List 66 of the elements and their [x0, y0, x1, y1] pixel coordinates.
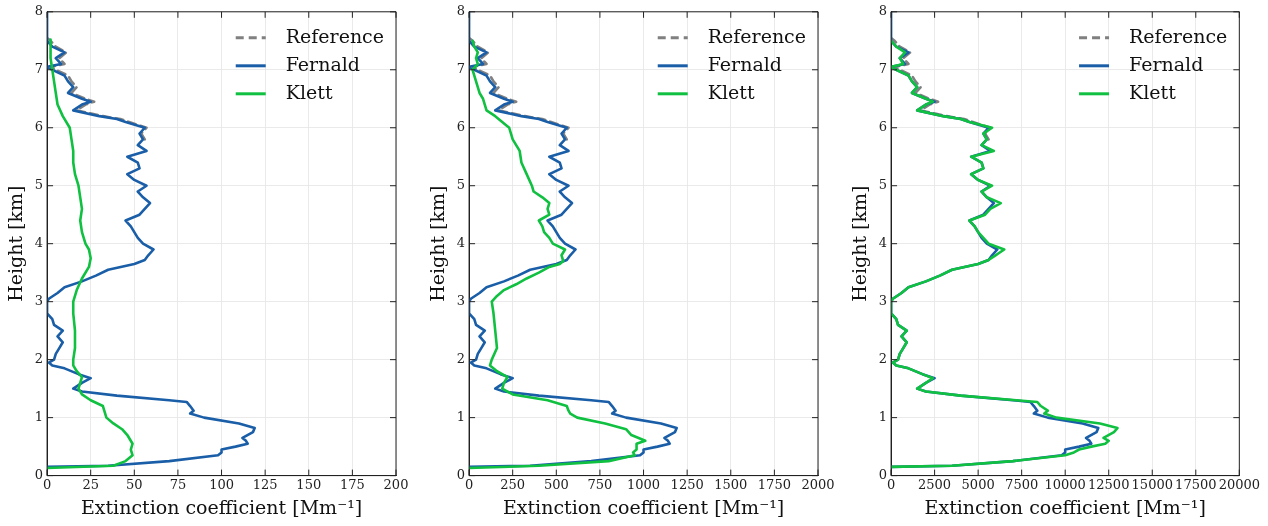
legend-label: Klett — [285, 80, 333, 103]
x-tick-label: 200 — [383, 476, 409, 492]
y-axis-title: Height [km] — [4, 185, 27, 302]
x-tick-label: 2000 — [801, 476, 835, 492]
y-tick-label: 8 — [34, 3, 44, 19]
legend-label: Reference — [285, 24, 385, 47]
legend-label: Reference — [1129, 24, 1228, 47]
x-axis-title: Extinction coefficient [Mm⁻¹] — [924, 495, 1206, 518]
x-tick-label: 7500 — [1005, 476, 1039, 492]
legend-label: Fernald — [285, 52, 361, 75]
x-tick-label: 1250 — [670, 476, 704, 492]
x-tick-label: 125 — [252, 476, 278, 492]
y-tick-label: 1 — [878, 409, 888, 424]
legend-label: Fernald — [1129, 52, 1204, 75]
y-tick-label: 8 — [878, 3, 888, 19]
y-tick-label: 3 — [878, 293, 888, 309]
x-tick-label: 250 — [500, 476, 526, 492]
x-tick-label: 10000 — [1044, 476, 1086, 492]
y-tick-label: 5 — [878, 177, 888, 193]
y-tick-label: 2 — [34, 351, 44, 367]
y-tick-label: 1 — [456, 409, 466, 424]
y-tick-label: 2 — [456, 351, 466, 367]
x-tick-label: 5000 — [961, 476, 995, 492]
y-tick-label: 0 — [34, 466, 44, 482]
y-tick-label: 5 — [34, 177, 44, 193]
y-tick-label: 7 — [878, 61, 888, 77]
x-axis-title: Extinction coefficient [Mm⁻¹] — [80, 495, 363, 518]
y-tick-label: 1 — [34, 409, 44, 424]
y-tick-label: 6 — [456, 119, 466, 135]
x-tick-label: 1750 — [757, 476, 791, 492]
x-tick-label: 1000 — [626, 476, 661, 492]
x-tick-label: 1500 — [714, 476, 748, 492]
x-tick-label: 500 — [543, 476, 569, 492]
y-tick-label: 3 — [456, 293, 466, 309]
x-tick-label: 750 — [587, 476, 613, 492]
y-tick-label: 5 — [456, 177, 466, 193]
x-tick-label: 2500 — [918, 476, 952, 492]
y-tick-label: 8 — [456, 3, 466, 19]
y-tick-label: 3 — [34, 293, 44, 309]
y-axis-title: Height [km] — [426, 185, 449, 302]
x-tick-label: 25 — [82, 476, 99, 492]
x-tick-label: 12500 — [1088, 476, 1130, 492]
legend-label: Klett — [707, 80, 755, 103]
y-tick-label: 7 — [456, 61, 466, 77]
x-tick-label: 150 — [296, 476, 322, 492]
x-tick-label: 100 — [209, 476, 234, 492]
y-tick-label: 4 — [34, 235, 44, 251]
y-tick-label: 6 — [878, 119, 888, 135]
y-tick-label: 0 — [456, 466, 466, 482]
legend-label: Reference — [707, 24, 807, 47]
x-tick-label: 50 — [126, 476, 143, 492]
x-tick-label: 75 — [169, 476, 187, 492]
y-tick-label: 6 — [34, 119, 44, 135]
x-tick-label: 175 — [339, 476, 365, 492]
y-tick-label: 4 — [878, 235, 888, 251]
y-tick-label: 7 — [34, 61, 44, 77]
y-tick-label: 4 — [456, 235, 466, 251]
legend-label: Fernald — [707, 52, 783, 75]
x-tick-label: 20000 — [1218, 476, 1260, 492]
x-axis-title: Extinction coefficient [Mm⁻¹] — [502, 495, 785, 518]
x-tick-label: 17500 — [1175, 476, 1217, 492]
y-tick-label: 0 — [878, 466, 888, 482]
x-tick-label: 15000 — [1131, 476, 1173, 492]
y-axis-title: Height [km] — [848, 185, 871, 302]
y-tick-label: 2 — [878, 351, 888, 367]
legend-label: Klett — [1129, 80, 1177, 103]
